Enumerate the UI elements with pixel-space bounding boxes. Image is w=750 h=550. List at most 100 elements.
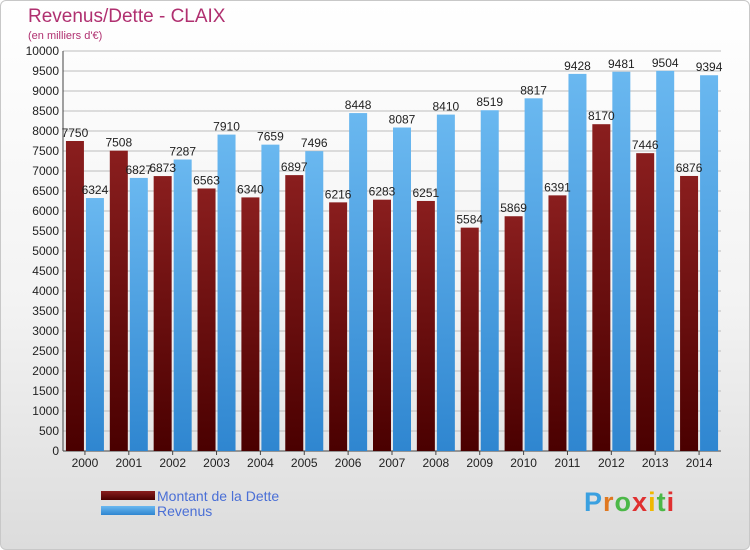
data-label-revenus: 6827 xyxy=(125,163,152,177)
data-label-revenus: 9428 xyxy=(564,59,591,73)
x-tick-label: 2006 xyxy=(335,456,362,470)
y-tick-label: 1000 xyxy=(32,404,59,418)
bar-dette xyxy=(153,176,172,451)
logo-letter: t xyxy=(656,487,667,517)
data-label-revenus: 8087 xyxy=(389,113,416,127)
y-tick-label: 10000 xyxy=(26,44,60,58)
data-label-revenus: 8448 xyxy=(345,98,372,112)
y-tick-label: 1500 xyxy=(32,384,59,398)
data-label-dette: 6876 xyxy=(676,161,703,175)
bar-revenus xyxy=(349,113,368,451)
data-label-revenus: 8410 xyxy=(433,100,460,114)
logo-letter: i xyxy=(666,487,676,517)
data-label-revenus: 7496 xyxy=(301,136,328,150)
bar-revenus xyxy=(524,98,543,451)
y-tick-label: 2000 xyxy=(32,364,59,378)
y-tick-label: 5500 xyxy=(32,224,59,238)
legend-label-dette: Montant de la Dette xyxy=(157,487,280,504)
logo-letter: P xyxy=(584,487,604,517)
bar-dette xyxy=(460,227,479,451)
x-tick-label: 2002 xyxy=(159,456,186,470)
bar-revenus xyxy=(129,177,148,452)
bar-dette xyxy=(636,153,655,451)
y-tick-label: 3500 xyxy=(32,304,59,318)
x-tick-label: 2009 xyxy=(466,456,493,470)
data-label-revenus: 7287 xyxy=(169,145,196,159)
data-label-revenus: 8817 xyxy=(520,83,547,97)
bar-revenus xyxy=(85,198,104,451)
data-label-dette: 6873 xyxy=(149,161,176,175)
y-tick-label: 500 xyxy=(39,424,59,438)
data-label-revenus: 9481 xyxy=(608,57,635,71)
x-tick-label: 2014 xyxy=(686,456,713,470)
x-tick-label: 2005 xyxy=(291,456,318,470)
data-label-revenus: 7910 xyxy=(213,120,240,134)
y-tick-label: 9500 xyxy=(32,64,59,78)
x-tick-label: 2001 xyxy=(115,456,142,470)
y-tick-label: 8000 xyxy=(32,124,59,138)
data-label-dette: 7750 xyxy=(62,126,89,140)
data-label-dette: 8170 xyxy=(588,109,615,123)
data-label-dette: 6251 xyxy=(413,186,440,200)
bar-revenus xyxy=(393,127,411,452)
bar-revenus xyxy=(173,159,192,451)
x-tick-label: 2012 xyxy=(598,456,625,470)
data-label-dette: 5869 xyxy=(500,201,527,215)
x-tick-label: 2010 xyxy=(510,456,537,470)
logo-letter: i xyxy=(648,487,657,517)
data-label-revenus: 9394 xyxy=(696,60,723,74)
x-tick-label: 2000 xyxy=(72,456,99,470)
legend: Montant de la Dette Revenus xyxy=(101,487,280,519)
y-tick-label: 3000 xyxy=(32,324,59,338)
data-label-revenus: 9504 xyxy=(652,56,679,70)
y-tick-label: 6000 xyxy=(32,204,59,218)
data-label-dette: 6391 xyxy=(544,180,571,194)
data-label-dette: 5584 xyxy=(456,213,483,227)
bar-revenus xyxy=(217,134,236,451)
legend-label-revenus: Revenus xyxy=(157,502,213,519)
y-tick-label: 6500 xyxy=(32,184,59,198)
bar-dette xyxy=(197,188,216,452)
y-tick-label: 7000 xyxy=(32,164,59,178)
legend-swatch-dette xyxy=(101,491,155,500)
legend-item-dette: Montant de la Dette xyxy=(101,487,280,504)
bar-revenus xyxy=(700,75,719,452)
proxiti-logo: Proxiti xyxy=(584,487,675,518)
bar-dette xyxy=(416,200,435,451)
data-label-dette: 6340 xyxy=(237,182,264,196)
y-tick-label: 9000 xyxy=(32,84,59,98)
bar-dette xyxy=(373,199,391,451)
logo-letter: x xyxy=(632,487,649,517)
data-label-dette: 7446 xyxy=(632,138,659,152)
x-tick-label: 2011 xyxy=(555,456,581,470)
y-tick-label: 2500 xyxy=(32,344,59,358)
chart-title: Revenus/Dette - CLAIX xyxy=(28,6,226,27)
bar-dette xyxy=(548,195,567,451)
x-tick-label: 2007 xyxy=(379,456,406,470)
bar-dette xyxy=(241,197,260,451)
legend-swatch-revenus xyxy=(101,506,155,515)
bar-revenus xyxy=(568,73,587,451)
x-tick-label: 2004 xyxy=(247,456,274,470)
bar-revenus xyxy=(656,70,675,451)
x-tick-label: 2008 xyxy=(423,456,450,470)
bar-revenus xyxy=(305,151,324,451)
chart-subtitle: (en milliers d'€) xyxy=(28,30,103,42)
bar-dette xyxy=(109,150,128,451)
logo-letter: r xyxy=(603,487,615,517)
bar-dette xyxy=(329,202,348,451)
data-label-dette: 6216 xyxy=(325,187,352,201)
logo-letter: o xyxy=(614,487,633,517)
y-tick-label: 5000 xyxy=(32,244,59,258)
y-tick-label: 7500 xyxy=(32,144,59,158)
x-tick-label: 2003 xyxy=(203,456,230,470)
bar-revenus xyxy=(612,71,631,451)
data-label-revenus: 6324 xyxy=(82,183,109,197)
bar-dette xyxy=(680,175,699,451)
data-label-revenus: 8519 xyxy=(476,95,503,109)
bar-revenus xyxy=(436,114,455,451)
y-tick-label: 8500 xyxy=(32,104,59,118)
data-label-dette: 6897 xyxy=(281,160,308,174)
